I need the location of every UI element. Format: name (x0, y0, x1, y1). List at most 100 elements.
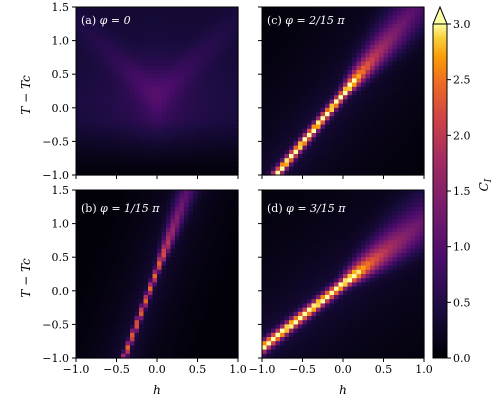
heatmap-cell (289, 198, 295, 204)
heatmap-cell (130, 290, 136, 296)
heatmap-cell (307, 137, 313, 142)
heatmap-cell (388, 133, 394, 138)
heatmap-cell (307, 70, 313, 75)
heatmap-cell (134, 240, 140, 246)
heatmap-cell (116, 278, 122, 283)
heatmap-cell (197, 265, 203, 271)
heatmap-cell (388, 253, 394, 258)
heatmap-cell (98, 57, 104, 63)
heatmap-cell (284, 202, 290, 208)
heatmap-cell (80, 78, 86, 84)
heatmap-cell (220, 211, 226, 216)
heatmap-cell (184, 49, 190, 54)
heatmap-cell (193, 269, 199, 275)
heatmap-cell (388, 53, 394, 58)
heatmap-cell (397, 49, 403, 54)
heatmap-cell (89, 57, 95, 63)
heatmap-cell (206, 170, 212, 176)
heatmap-cell (311, 166, 317, 172)
heatmap-cell (116, 320, 122, 325)
heatmap-cell (280, 215, 286, 220)
heatmap-cell (94, 227, 100, 233)
heatmap-cell (193, 311, 199, 317)
heatmap-cell (379, 40, 385, 46)
heatmap-cell (98, 278, 104, 283)
heatmap-cell (166, 149, 172, 155)
heatmap-cell (148, 91, 154, 96)
heatmap-cell (193, 345, 199, 351)
heatmap-cell (125, 65, 131, 71)
heatmap-cell (415, 162, 421, 168)
heatmap-cell (170, 227, 176, 233)
heatmap-cell (356, 53, 362, 58)
heatmap-cell (112, 120, 118, 126)
heatmap-cell (275, 137, 281, 142)
heatmap-cell (107, 154, 113, 159)
heatmap-cell (112, 36, 118, 42)
heatmap-cell (175, 299, 181, 304)
heatmap-cell (302, 23, 308, 29)
heatmap-cell (130, 295, 136, 300)
heatmap-cell (415, 248, 421, 254)
heatmap-cell (134, 353, 140, 359)
heatmap-cell (103, 299, 109, 304)
heatmap-cell (356, 124, 362, 130)
heatmap-cell (98, 154, 104, 159)
heatmap-cell (311, 194, 317, 199)
heatmap-cell (107, 194, 113, 199)
heatmap-cell (320, 145, 326, 151)
heatmap-cell (175, 82, 181, 88)
heatmap-cell (157, 36, 163, 42)
heatmap-cell (302, 15, 308, 21)
heatmap-cell (370, 23, 376, 29)
heatmap-cell (103, 141, 109, 147)
heatmap-cell (134, 349, 140, 355)
heatmap-cell (116, 154, 122, 159)
heatmap-cell (338, 137, 344, 142)
heatmap-cell (338, 78, 344, 84)
heatmap-cell (311, 128, 317, 134)
heatmap-cell (329, 265, 335, 271)
heatmap-cell (347, 91, 353, 96)
heatmap-cell (143, 337, 149, 342)
heatmap-cell (397, 61, 403, 67)
heatmap-cell (89, 86, 95, 92)
heatmap-cell (401, 128, 407, 134)
heatmap-cell (170, 324, 176, 330)
heatmap-cell (289, 265, 295, 271)
heatmap-cell (229, 57, 235, 63)
heatmap-cell (329, 36, 335, 42)
heatmap-cell (85, 166, 91, 172)
heatmap-cell (302, 19, 308, 25)
heatmap-cell (103, 282, 109, 288)
heatmap-cell (188, 158, 194, 163)
heatmap-cell (325, 120, 331, 126)
heatmap-cell (80, 219, 86, 225)
heatmap-cell (130, 219, 136, 225)
heatmap-cell (166, 311, 172, 317)
heatmap-cell (329, 158, 335, 163)
heatmap-cell (224, 269, 230, 275)
heatmap-cell (325, 194, 331, 199)
heatmap-cell (166, 124, 172, 130)
heatmap-cell (116, 15, 122, 21)
heatmap-cell (262, 244, 268, 250)
heatmap-cell (271, 253, 277, 258)
heatmap-cell (347, 44, 353, 50)
heatmap-cell (206, 57, 212, 63)
heatmap-cell (206, 337, 212, 342)
heatmap-cell (293, 240, 299, 246)
heatmap-cell (410, 40, 416, 46)
heatmap-cell (329, 74, 335, 79)
heatmap-cell (289, 95, 295, 100)
heatmap-cell (356, 240, 362, 246)
heatmap-cell (139, 15, 145, 21)
heatmap-cell (316, 236, 322, 241)
heatmap-cell (206, 299, 212, 304)
heatmap-cell (193, 65, 199, 71)
heatmap-cell (266, 44, 272, 50)
heatmap-cell (116, 112, 122, 117)
heatmap-cell (98, 240, 104, 246)
heatmap-cell (161, 269, 167, 275)
heatmap-cell (406, 70, 412, 75)
